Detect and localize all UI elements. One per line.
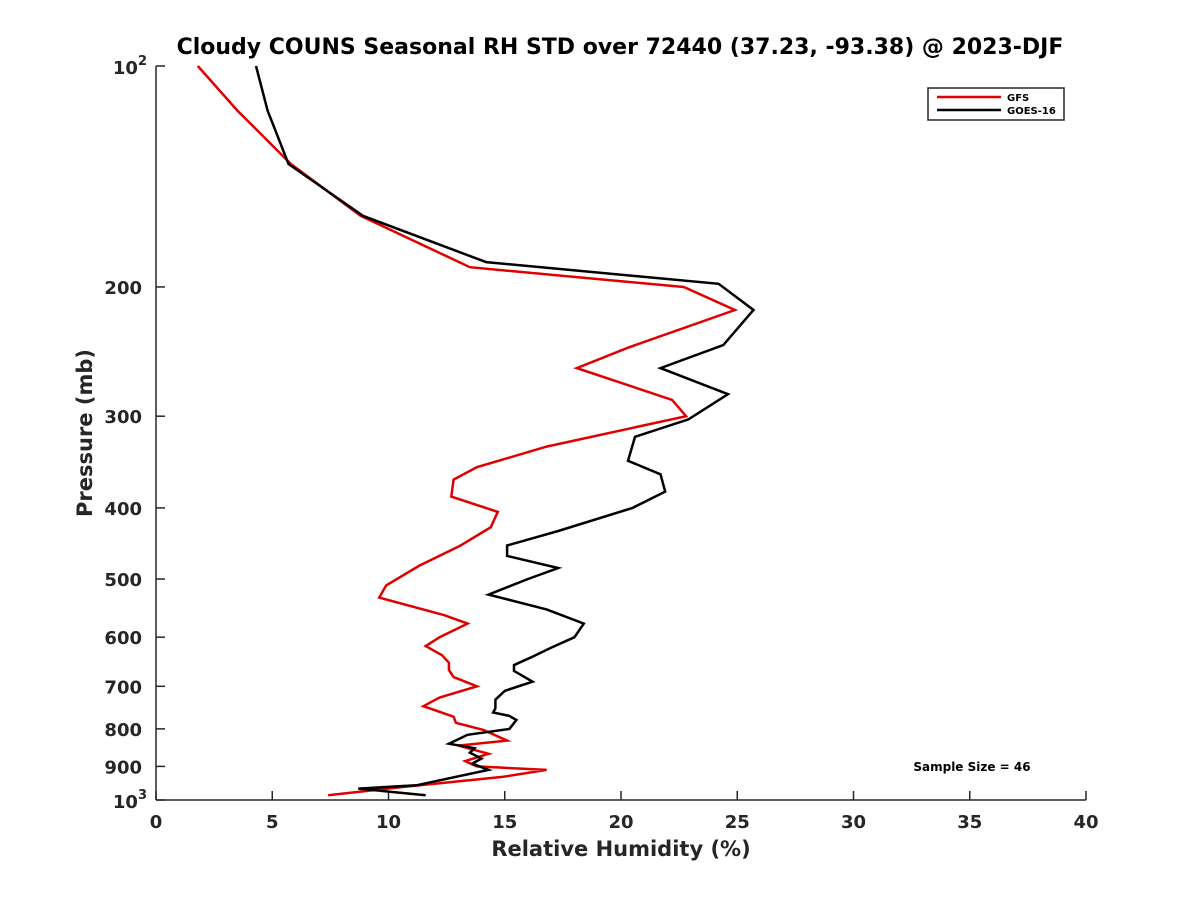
x-tick-label: 20	[608, 812, 633, 833]
y-tick-exponent: 3	[138, 788, 147, 803]
series-line-goes-16	[254, 65, 756, 797]
y-tick-label: 103	[113, 788, 147, 813]
sample-size-annotation: Sample Size = 46	[913, 760, 1030, 774]
y-tick-label: 900	[104, 757, 142, 778]
y-tick-label: 600	[104, 628, 142, 649]
x-tick-label: 35	[957, 812, 982, 833]
x-tick-label: 5	[266, 812, 279, 833]
x-tick-label: 40	[1073, 812, 1098, 833]
x-tick-label: 25	[725, 812, 750, 833]
y-tick-label: 400	[104, 499, 142, 520]
y-tick-label: 102	[113, 54, 147, 79]
y-tick-label: 700	[104, 677, 142, 698]
chart-title: Cloudy COUNS Seasonal RH STD over 72440 …	[177, 35, 1064, 60]
x-tick-label: 30	[841, 812, 866, 833]
y-tick-label: 300	[104, 407, 142, 428]
y-tick-base: 10	[113, 792, 138, 813]
series-line-gfs	[196, 65, 739, 797]
legend-label-gfs: GFS	[1007, 93, 1029, 104]
x-axis-label: Relative Humidity (%)	[491, 837, 750, 861]
series-layer	[196, 65, 756, 797]
legend-label-goes-16: GOES-16	[1007, 106, 1056, 117]
y-tick-exponent: 2	[138, 54, 147, 69]
y-axis-label: Pressure (mb)	[73, 349, 97, 517]
y-tick-label: 500	[104, 570, 142, 591]
y-tick-label: 800	[104, 720, 142, 741]
x-tick-label: 10	[376, 812, 401, 833]
legend: GFS GOES-16	[927, 87, 1065, 121]
y-tick-base: 10	[113, 58, 138, 79]
legend-box	[927, 87, 1065, 121]
axes: 0 5 10 15 20 25 30 35 40102200300400500600700800…	[104, 54, 1098, 833]
x-tick-label: 15	[492, 812, 517, 833]
y-tick-label: 200	[104, 278, 142, 299]
x-tick-label: 0	[150, 812, 163, 833]
